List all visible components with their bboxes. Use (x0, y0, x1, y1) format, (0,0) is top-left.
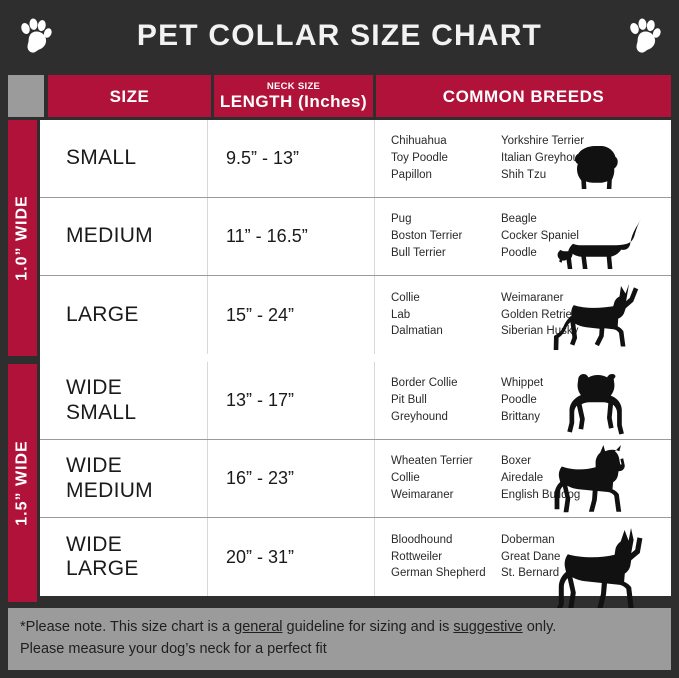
title-bar: PET COLLAR SIZE CHART (0, 0, 679, 72)
paw-print-icon (18, 18, 52, 59)
cell-breeds: Wheaten Terrier Collie Weimaraner Boxer … (375, 440, 671, 517)
footer-note: *Please note. This size chart is a gener… (8, 608, 671, 670)
header-length-label: LENGTH (Inches) (219, 91, 368, 111)
header-cell-length: NECK SIZE LENGTH (Inches) (214, 75, 373, 117)
size-value: SMALL (66, 146, 137, 170)
length-value: 11” - 16.5” (226, 226, 308, 246)
section-1-inch-wide: SMALL 9.5” - 13” Chihuahua Toy Poodle Pa… (40, 120, 671, 354)
length-value: 13” - 17” (226, 390, 295, 410)
cell-size: WIDE SMALL (40, 362, 208, 439)
cell-size: MEDIUM (40, 198, 208, 275)
footer-underline-suggestive: suggestive (453, 619, 523, 635)
header-cell-breeds: COMMON BREEDS (376, 75, 671, 117)
footer-underline-general: general (234, 619, 283, 635)
length-value: 15” - 24” (226, 304, 295, 325)
table-row: WIDE LARGE 20” - 31” Bloodhound Rottweil… (40, 518, 671, 610)
cell-length: 13” - 17” (208, 362, 375, 439)
section-label-1-5-inch-text: 1.5” WIDE (13, 440, 31, 526)
footer-note-line-2: Please measure your dog’s neck for a per… (20, 640, 327, 657)
breed-list-secondary: Whippet Poodle Brittany (501, 377, 544, 423)
breed-list-secondary: Doberman Great Dane St. Bernard (501, 533, 561, 580)
footer-text-a: *Please note. This size chart is a (20, 619, 235, 635)
section-1-5-inch-wide: WIDE SMALL 13” - 17” Border Collie Pit B… (40, 362, 671, 610)
table-row: LARGE 15” - 24” Collie Lab Dalmatian Wei… (40, 276, 671, 354)
table-body: SMALL 9.5” - 13” Chihuahua Toy Poodle Pa… (40, 120, 671, 610)
cell-length: 16” - 23” (208, 440, 375, 517)
breed-list-primary: Collie Lab Dalmatian (391, 291, 443, 338)
cell-breeds: Collie Lab Dalmatian Weimaraner Golden R… (375, 276, 671, 354)
size-value: WIDE SMALL (66, 376, 137, 424)
header-length-sublabel: NECK SIZE (266, 81, 321, 93)
cell-size: SMALL (40, 120, 208, 197)
cell-length: 11” - 16.5” (208, 198, 375, 275)
paw-print-icon (627, 18, 661, 59)
footer-text-b: guideline for sizing and is (282, 619, 454, 635)
cell-size: WIDE MEDIUM (40, 440, 208, 517)
size-value: WIDE LARGE (66, 532, 139, 580)
section-label-1-inch-text: 1.0” WIDE (13, 195, 31, 281)
cell-size: LARGE (40, 276, 208, 354)
cell-size: WIDE LARGE (40, 518, 208, 596)
cell-breeds: Chihuahua Toy Poodle Papillon Yorkshire … (375, 120, 671, 197)
footer-note-line-1: *Please note. This size chart is a gener… (20, 617, 661, 639)
length-value: 9.5” - 13” (226, 148, 300, 168)
table-row: SMALL 9.5” - 13” Chihuahua Toy Poodle Pa… (40, 120, 671, 198)
table-row: WIDE MEDIUM 16” - 23” Wheaten Terrier Co… (40, 440, 671, 518)
footer-text-c: only. (522, 619, 557, 635)
header-breeds-label: COMMON BREEDS (442, 86, 605, 106)
breed-list-secondary: Weimaraner Golden Retriever Siberian Hus… (501, 291, 588, 338)
header-cell-size: SIZE (48, 75, 211, 117)
cell-breeds: Bloodhound Rottweiler German Shepherd Do… (375, 518, 671, 610)
cell-length: 9.5” - 13” (208, 120, 375, 197)
table-row: MEDIUM 11” - 16.5” Pug Boston Terrier Bu… (40, 198, 671, 276)
cell-length: 15” - 24” (208, 276, 375, 354)
length-value: 20” - 31” (226, 546, 295, 567)
size-value: WIDE MEDIUM (66, 454, 153, 502)
cell-breeds: Border Collie Pit Bull Greyhound Whippet… (375, 362, 671, 439)
size-value: MEDIUM (66, 224, 153, 248)
breed-list-primary: Chihuahua Toy Poodle Papillon (391, 135, 448, 181)
cell-breeds: Pug Boston Terrier Bull Terrier Beagle C… (375, 198, 671, 275)
breed-list-primary: Bloodhound Rottweiler German Shepherd (391, 533, 486, 580)
table-row: WIDE SMALL 13” - 17” Border Collie Pit B… (40, 362, 671, 440)
header-corner-box (8, 75, 44, 117)
cell-length: 20” - 31” (208, 518, 375, 596)
length-value: 16” - 23” (226, 468, 295, 488)
breed-list-primary: Border Collie Pit Bull Greyhound (391, 377, 458, 423)
header-size-label: SIZE (109, 86, 150, 106)
breed-list-secondary: Boxer Airedale English Bulldog (501, 455, 581, 501)
size-value: LARGE (66, 302, 139, 326)
breed-list-secondary: Yorkshire Terrier Italian Greyhound Shih… (501, 135, 592, 181)
breed-list-primary: Wheaten Terrier Collie Weimaraner (391, 455, 473, 501)
breed-list-secondary: Beagle Cocker Spaniel Poodle (501, 213, 579, 259)
table-header-row: SIZE NECK SIZE LENGTH (Inches) COMMON BR… (0, 72, 679, 118)
section-label-1-5-inch: 1.5” WIDE (8, 364, 37, 602)
page-title: PET COLLAR SIZE CHART (136, 19, 543, 52)
section-label-1-inch: 1.0” WIDE (8, 120, 37, 356)
breed-list-primary: Pug Boston Terrier Bull Terrier (391, 213, 463, 259)
